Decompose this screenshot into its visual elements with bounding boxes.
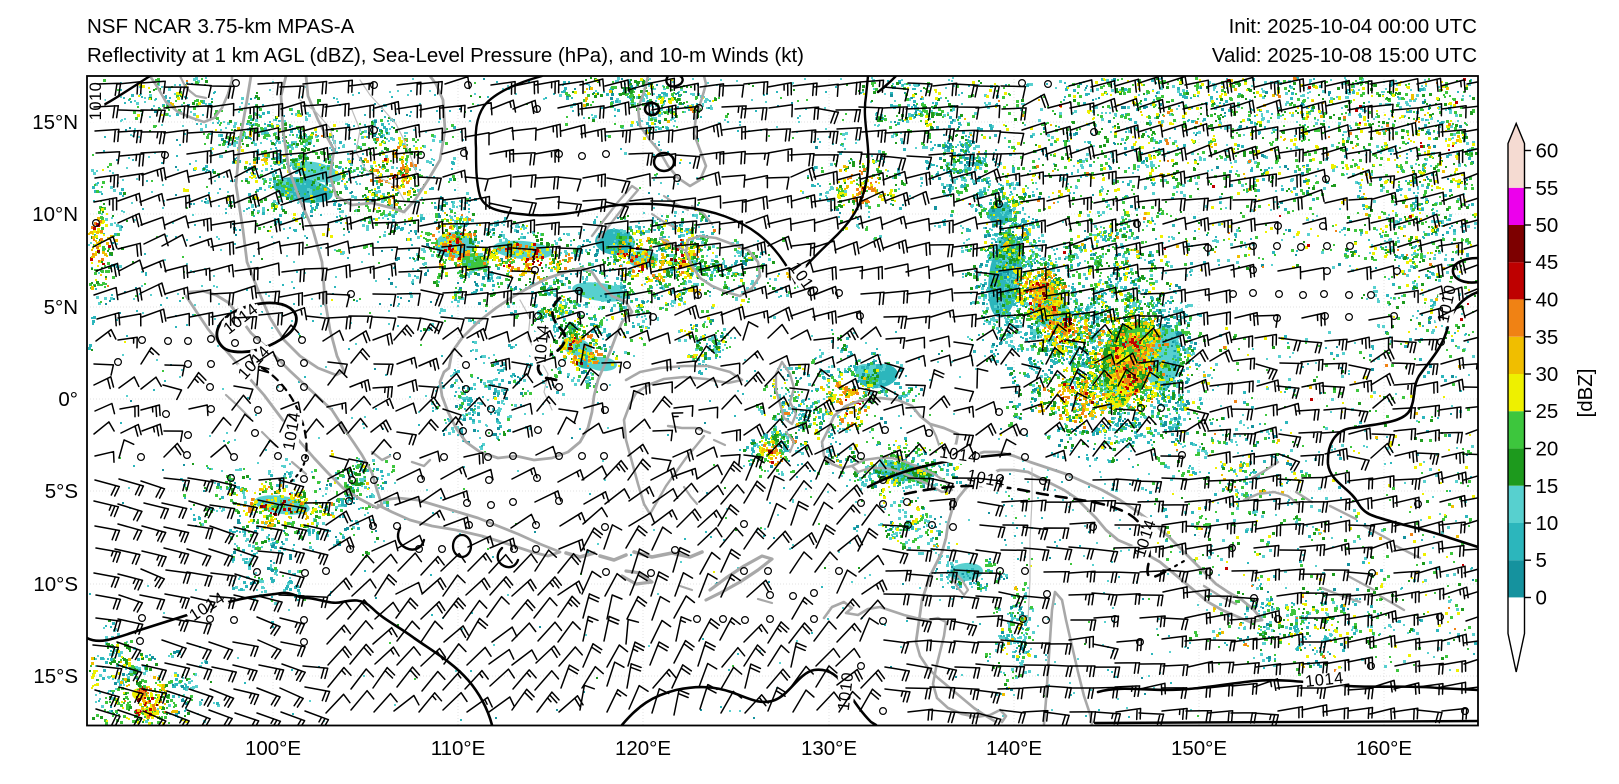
svg-text:130°E: 130°E [801,737,857,760]
svg-text:10°S: 10°S [33,573,78,596]
svg-text:5°S: 5°S [45,480,78,503]
svg-text:45: 45 [1536,251,1559,274]
svg-text:120°E: 120°E [615,737,671,760]
svg-text:Reflectivity at 1 km AGL (dBZ): Reflectivity at 1 km AGL (dBZ), Sea-Leve… [87,44,804,67]
svg-text:10: 10 [1536,512,1559,535]
svg-text:15°N: 15°N [32,111,78,134]
svg-text:15: 15 [1536,475,1559,498]
svg-text:Init: 2025-10-04 00:00 UTC: Init: 2025-10-04 00:00 UTC [1229,15,1478,38]
svg-text:5: 5 [1536,549,1547,572]
svg-text:40: 40 [1536,289,1559,312]
svg-text:0°: 0° [58,388,78,411]
svg-text:60: 60 [1536,140,1559,163]
svg-text:1010: 1010 [87,82,105,121]
svg-text:35: 35 [1536,326,1559,349]
svg-text:1014: 1014 [531,323,552,363]
svg-text:Valid: 2025-10-08 15:00 UTC: Valid: 2025-10-08 15:00 UTC [1212,44,1477,67]
svg-text:25: 25 [1536,400,1559,423]
svg-text:50: 50 [1536,214,1559,237]
svg-text:140°E: 140°E [986,737,1042,760]
svg-text:15°S: 15°S [33,665,78,688]
svg-text:110°E: 110°E [431,737,486,760]
svg-text:55: 55 [1536,177,1559,200]
svg-text:NSF NCAR 3.75-km MPAS-A: NSF NCAR 3.75-km MPAS-A [87,15,355,38]
svg-text:10°N: 10°N [32,203,78,226]
svg-text:100°E: 100°E [245,737,301,760]
svg-text:30: 30 [1536,363,1559,386]
svg-text:150°E: 150°E [1171,737,1227,760]
svg-text:20: 20 [1536,438,1559,461]
svg-text:[dBZ]: [dBZ] [1574,369,1597,418]
svg-text:0: 0 [1536,587,1547,610]
svg-text:5°N: 5°N [44,296,78,319]
svg-text:160°E: 160°E [1356,737,1412,760]
